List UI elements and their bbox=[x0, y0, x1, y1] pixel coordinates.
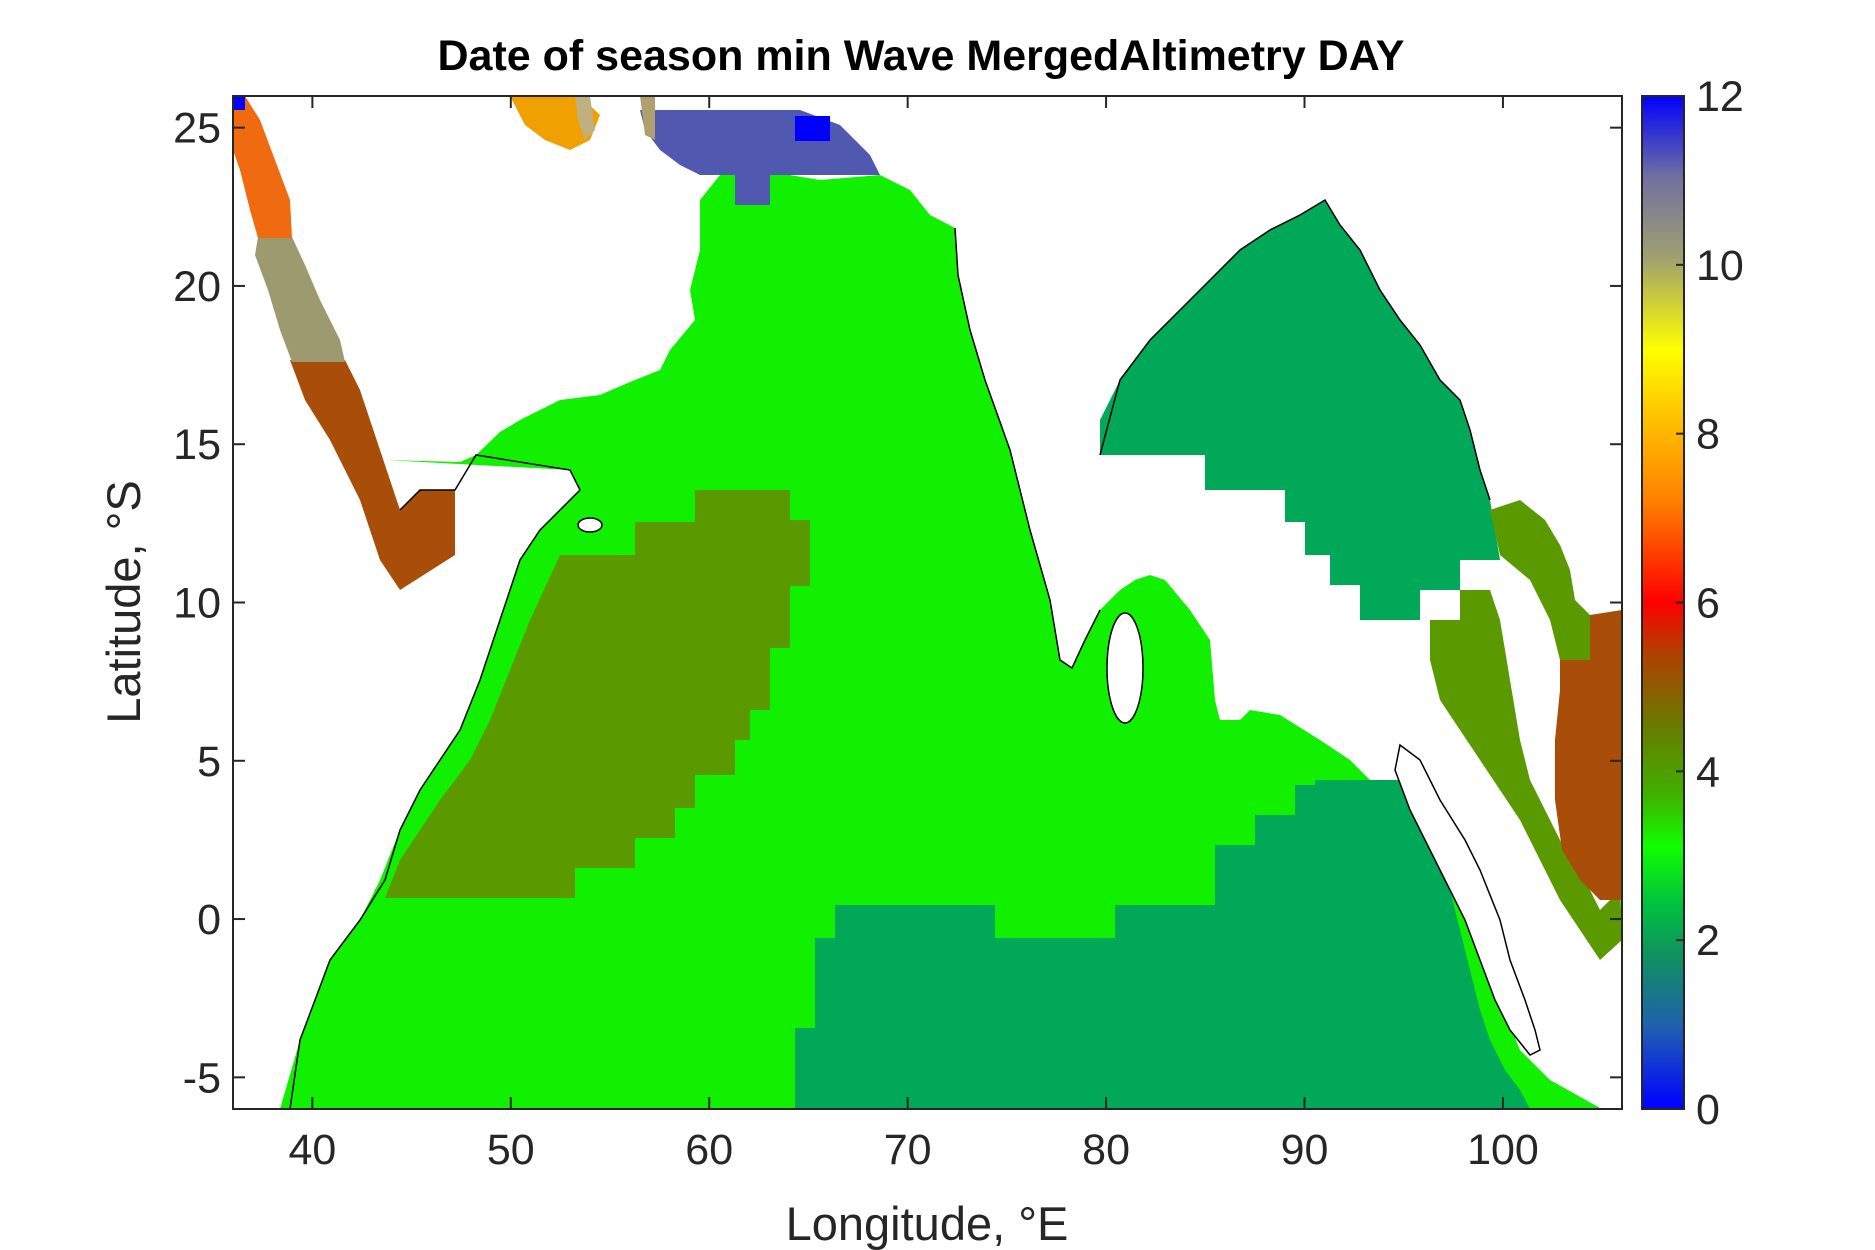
colorbar-tick-label: 0 bbox=[1696, 1086, 1720, 1134]
socotra-landmass bbox=[577, 517, 603, 533]
region-red-sea-south bbox=[290, 360, 455, 590]
x-axis-label: Longitude, °E bbox=[786, 1197, 1069, 1250]
coastline-bay-of-bengal bbox=[1099, 198, 1491, 501]
y-tick-label: 15 bbox=[173, 421, 221, 469]
colorbar-tick-label: 12 bbox=[1696, 73, 1744, 121]
colorbar-ticks: 0 2 4 6 8 10 12 bbox=[1676, 73, 1744, 1134]
y-tick-label: 25 bbox=[173, 105, 221, 153]
x-tick-label: 100 bbox=[1467, 1126, 1539, 1174]
coastline-india-west bbox=[954, 227, 1101, 670]
x-tick-label: 90 bbox=[1281, 1126, 1329, 1174]
colorbar-tick-label: 2 bbox=[1696, 917, 1720, 965]
y-axis-ticks: -5 0 5 10 15 20 25 bbox=[173, 105, 1622, 1102]
colorbar-tick-label: 8 bbox=[1696, 411, 1720, 459]
x-tick-label: 40 bbox=[288, 1126, 336, 1174]
region-andaman-sea-east bbox=[1490, 500, 1595, 660]
y-tick-label: 5 bbox=[197, 738, 221, 786]
region-corner-patch bbox=[233, 96, 245, 110]
region-high-value-patch bbox=[795, 116, 830, 141]
region-strait-patch-2 bbox=[640, 96, 655, 140]
region-bay-of-bengal bbox=[1100, 200, 1500, 620]
y-axis-label: Latitude, °S bbox=[97, 480, 150, 724]
x-axis-ticks: 40 50 60 70 80 90 100 bbox=[288, 96, 1539, 1174]
region-somali-offshore bbox=[385, 490, 810, 898]
colorbar-tick-label: 4 bbox=[1696, 748, 1720, 796]
y-tick-label: 0 bbox=[197, 896, 221, 944]
region-strait-of-malacca bbox=[1555, 610, 1622, 900]
colorbar-tick-label: 6 bbox=[1696, 580, 1720, 628]
region-strait-patch bbox=[575, 96, 595, 140]
x-tick-label: 80 bbox=[1082, 1126, 1130, 1174]
coastline-africa bbox=[289, 454, 581, 1109]
region-red-sea-north bbox=[233, 96, 292, 238]
x-tick-label: 70 bbox=[884, 1126, 932, 1174]
map-title: Date of season min Wave MergedAltimetry … bbox=[438, 32, 1405, 80]
map-plot-area bbox=[233, 96, 1622, 1109]
y-tick-label: 20 bbox=[173, 263, 221, 311]
region-red-sea-central bbox=[255, 237, 345, 362]
region-equatorial-east bbox=[795, 780, 1530, 1109]
colorbar-tick-label: 10 bbox=[1696, 242, 1744, 290]
y-tick-label: -5 bbox=[183, 1054, 221, 1102]
x-tick-label: 60 bbox=[685, 1126, 733, 1174]
x-tick-label: 50 bbox=[487, 1126, 535, 1174]
y-tick-label: 10 bbox=[173, 580, 221, 628]
sumatra-landmass bbox=[1394, 743, 1541, 1056]
sri-lanka-landmass bbox=[1106, 612, 1144, 724]
